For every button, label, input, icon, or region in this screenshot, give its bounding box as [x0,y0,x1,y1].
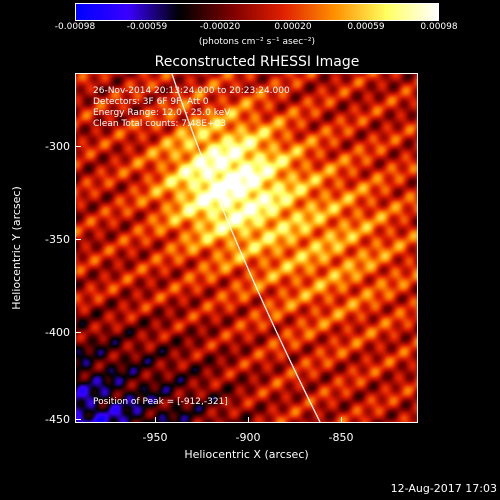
x-tick-label: -850 [328,431,354,444]
y-tick-mark [75,239,81,240]
info-detectors: Detectors: 3F 6F 9F, Att 0 [93,97,209,107]
image-plot-area: 26-Nov-2014 20:13:24.000 to 20:23:24.000… [75,73,418,423]
colorbar-tick-label: -0.00098 [54,22,96,32]
y-axis-label: Heliocentric Y (arcsec) [10,186,23,310]
colorbar-tick-label: 0.00020 [274,22,312,32]
y-tick-mark [75,332,81,333]
colorbar-tick-label: 0.00098 [420,22,458,32]
colorbar-tick-label: 0.00059 [347,22,385,32]
info-time-range: 26-Nov-2014 20:13:24.000 to 20:23:24.000 [93,86,290,96]
plot-title: Reconstructed RHESSI Image [154,54,360,70]
solar-limb-line [171,74,321,422]
x-tick-mark [248,417,249,423]
x-axis-label: Heliocentric X (arcsec) [184,448,309,461]
x-tick-mark [341,417,342,423]
colorbar-tick-label: -0.00020 [199,22,241,32]
colorbar [75,3,439,21]
x-tick-label: -900 [235,431,261,444]
y-tick-label: -350 [45,233,70,246]
solar-limb-overlay [171,74,321,422]
date-stamp: 12-Aug-2017 17:03 [390,482,497,495]
x-tick-mark [155,417,156,423]
y-tick-label: -400 [45,326,70,339]
y-tick-mark [75,146,81,147]
peak-position-label: Position of Peak = [-912,-321] [93,397,228,407]
colorbar-unit-label: (photons cm⁻² s⁻¹ asec⁻²) [198,37,316,47]
y-tick-label: -450 [45,413,70,426]
y-tick-mark [75,419,81,420]
info-energy-range: Energy Range: 12.0 - 25.0 keV [93,108,231,118]
reconstructed-image [76,74,417,422]
x-tick-label: -950 [142,431,168,444]
info-total-counts: Clean Total counts: 7.48E+03 [93,119,226,129]
colorbar-tick-label: -0.00059 [126,22,168,32]
y-tick-label: -300 [45,140,70,153]
